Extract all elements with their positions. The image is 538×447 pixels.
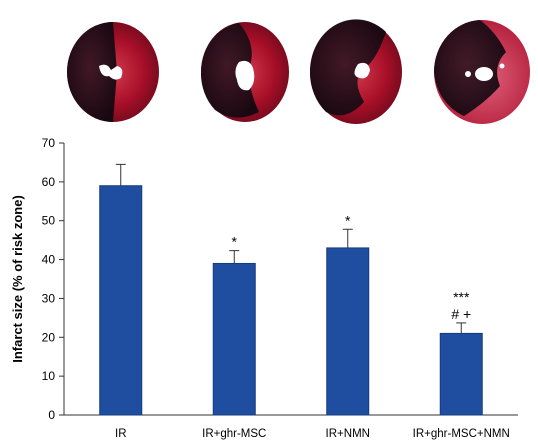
bars bbox=[99, 163, 483, 416]
category-label: IR+ghr-MSC+NMN bbox=[413, 428, 510, 440]
bar bbox=[99, 185, 143, 416]
y-tick-label: 60 bbox=[42, 175, 56, 189]
heart-slice-1 bbox=[67, 22, 159, 122]
y-tick-label: 30 bbox=[42, 291, 56, 305]
category-label: IR+ghr-MSC bbox=[202, 428, 266, 440]
y-tick-label: 50 bbox=[42, 214, 56, 228]
y-tick-label: 0 bbox=[48, 408, 55, 422]
significance-label: *** bbox=[453, 289, 470, 305]
labels: 0 10 20 30 40 50 60 70 Infarct size (% of risk z… bbox=[10, 136, 510, 440]
significance-label: * bbox=[345, 212, 351, 228]
significance-label: * bbox=[232, 234, 238, 250]
bar bbox=[212, 262, 256, 416]
significance-label: # + bbox=[451, 306, 471, 322]
category-label: IR+NMN bbox=[326, 428, 370, 440]
bar bbox=[439, 332, 483, 416]
heart-slice-4 bbox=[433, 20, 530, 124]
y-tick-label: 70 bbox=[42, 136, 56, 150]
category-label: IR bbox=[115, 428, 127, 440]
heart-slice-3 bbox=[309, 19, 402, 124]
y-tick-label: 10 bbox=[42, 369, 56, 383]
heart-slice-2 bbox=[200, 22, 289, 122]
y-tick-label: 40 bbox=[42, 253, 56, 267]
bar bbox=[326, 247, 370, 416]
y-tick-label: 20 bbox=[42, 330, 56, 344]
y-axis-title: Infarct size (% of risk zone) bbox=[10, 195, 25, 363]
